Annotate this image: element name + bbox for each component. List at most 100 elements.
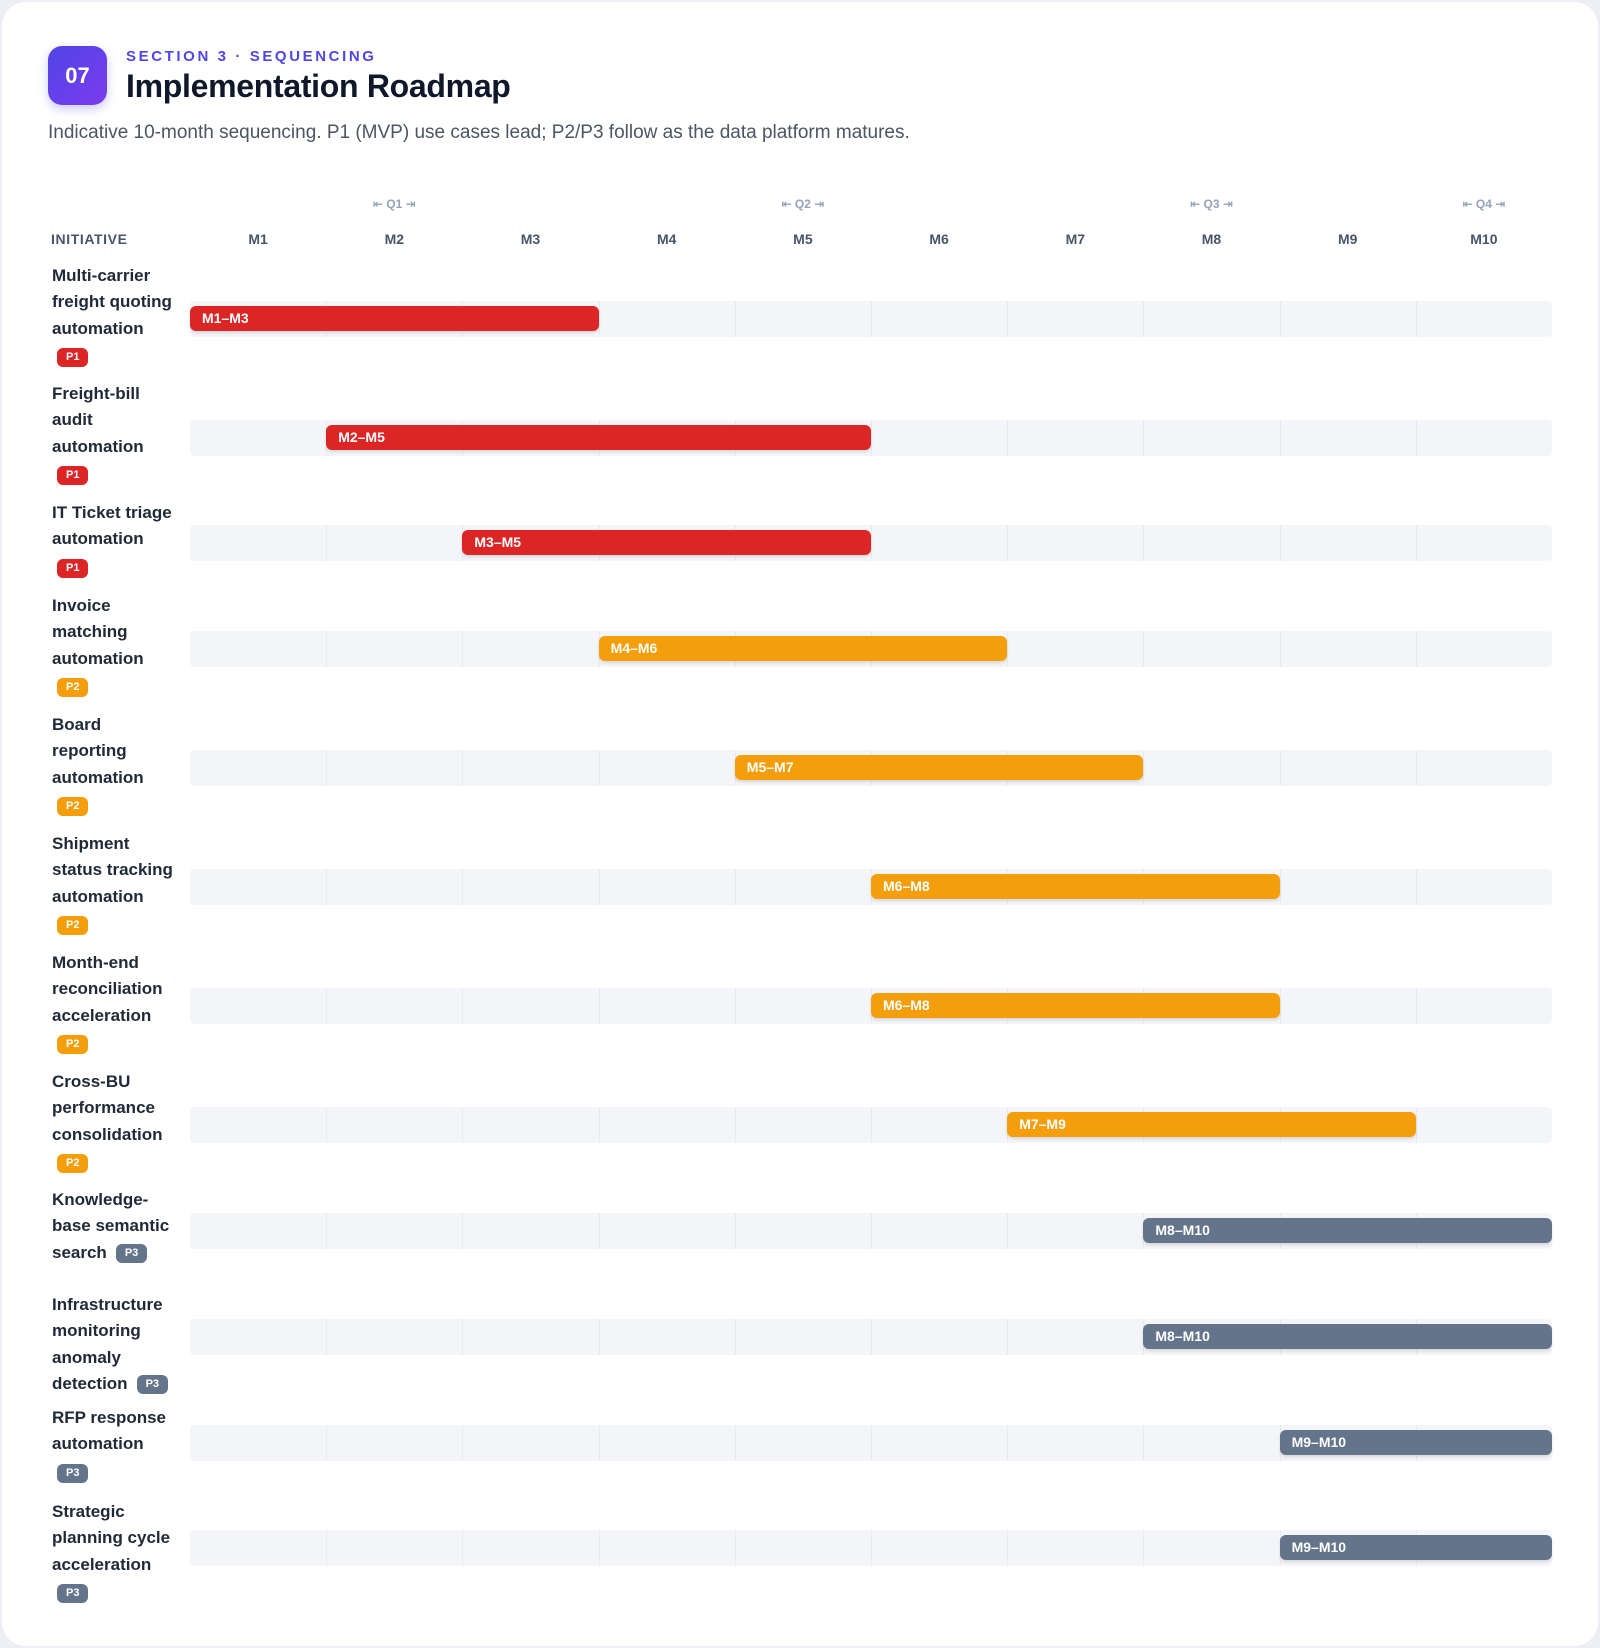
month-gridline: [871, 420, 872, 456]
month-gridline: [871, 1530, 872, 1566]
month-gridline: [326, 1530, 328, 1566]
quarter-label-q1: ⇤ Q1 ⇥: [372, 197, 416, 211]
month-gridline: [326, 750, 328, 786]
month-gridline: [1007, 1425, 1009, 1461]
month-gridline: [871, 1107, 872, 1143]
month-gridline: [871, 1425, 872, 1461]
month-gridline: [462, 1530, 464, 1566]
month-gridline: [326, 869, 328, 905]
quarter-label-q2: ⇤ Q2 ⇥: [781, 197, 825, 211]
priority-badge: P1: [57, 558, 89, 578]
priority-badge: P2: [57, 678, 89, 698]
month-gridline: [1007, 1530, 1009, 1566]
month-gridline: [462, 869, 464, 905]
month-gridline: [1279, 525, 1281, 561]
month-gridline: [326, 1425, 328, 1461]
month-label-m4: M4: [656, 231, 677, 247]
timeline-bar: M9–M10: [1279, 1535, 1552, 1560]
month-gridline: [1143, 750, 1145, 786]
month-gridline: [871, 1213, 872, 1249]
month-gridline: [1143, 1530, 1145, 1566]
month-label-m7: M7: [1065, 231, 1086, 247]
month-gridline: [326, 1213, 328, 1249]
month-gridline: [462, 1425, 464, 1461]
month-gridline: [1415, 631, 1417, 667]
quarter-label-q3: ⇤ Q3 ⇥: [1190, 197, 1233, 211]
month-label-m2: M2: [384, 231, 405, 247]
month-gridline: [871, 525, 872, 561]
month-gridline: [326, 988, 328, 1024]
month-gridline: [1143, 420, 1145, 456]
month-gridline: [1007, 631, 1009, 667]
row-label: IT Ticket triage automation P1: [52, 500, 182, 579]
timeline-bar: M8–M10: [1143, 1324, 1552, 1349]
month-gridline: [734, 1213, 736, 1249]
month-gridline: [1143, 301, 1145, 337]
month-gridline: [462, 1107, 464, 1143]
row-label: Knowledge-base semantic search P3: [52, 1187, 182, 1266]
month-gridline: [1279, 631, 1281, 667]
priority-badge: P3: [57, 1463, 89, 1483]
row-label: Invoice matching automation P2: [52, 593, 182, 699]
month-gridline: [871, 1319, 872, 1355]
row-label: RFP response automation P3: [52, 1405, 182, 1484]
month-gridline: [1279, 988, 1281, 1024]
timeline-bar: M2–M5: [326, 425, 871, 450]
month-gridline: [598, 1213, 600, 1249]
month-gridline: [1415, 869, 1417, 905]
row-label: Infrastructure monitoring anomaly detection…: [52, 1292, 182, 1398]
initiative-name: Invoice matching automation: [52, 596, 144, 668]
initiative-name: Shipment status tracking automation: [52, 834, 173, 906]
section-number-badge: 07: [48, 46, 107, 105]
month-gridline: [598, 750, 600, 786]
quarter-label-q4: ⇤ Q4 ⇥: [1462, 197, 1506, 211]
month-gridline: [1415, 750, 1417, 786]
month-gridline: [598, 988, 600, 1024]
priority-badge: P2: [57, 797, 89, 817]
section-eyebrow: SECTION 3 · SEQUENCING: [126, 48, 377, 65]
month-label-m1: M1: [248, 231, 268, 247]
row-label: Strategic planning cycle acceleration P3: [52, 1499, 182, 1605]
month-gridline: [1415, 301, 1417, 337]
timeline-bar: M5–M7: [734, 755, 1144, 780]
month-gridline: [462, 988, 464, 1024]
month-gridline: [734, 869, 736, 905]
timeline-bar: M3–M5: [462, 530, 871, 555]
priority-badge: P2: [57, 916, 89, 936]
month-label-m10: M10: [1470, 231, 1498, 247]
month-gridline: [1279, 869, 1281, 905]
month-gridline: [734, 1107, 736, 1143]
month-label-m5: M5: [793, 231, 813, 247]
month-gridline: [1007, 301, 1009, 337]
month-gridline: [1007, 525, 1009, 561]
month-gridline: [326, 525, 328, 561]
timeline-bar: M4–M6: [598, 636, 1008, 661]
initiative-name: Month-end reconciliation acceleration: [52, 953, 163, 1025]
initiative-name: IT Ticket triage automation: [52, 503, 172, 549]
row-label: Shipment status tracking automation P2: [52, 831, 182, 937]
month-gridline: [1007, 1319, 1009, 1355]
month-label-m6: M6: [929, 231, 949, 247]
initiative-name: RFP response automation: [52, 1408, 167, 1454]
initiative-name: Strategic planning cycle acceleration: [52, 1502, 171, 1574]
month-gridline: [598, 301, 600, 337]
priority-badge: P3: [57, 1584, 89, 1604]
month-gridline: [598, 1107, 600, 1143]
priority-badge: P1: [57, 466, 89, 486]
initiative-name: Multi-carrier freight quoting automation: [52, 266, 172, 338]
timeline-bar: M1–M3: [190, 306, 599, 331]
initiative-name: Board reporting automation: [52, 715, 144, 787]
month-gridline: [734, 1425, 736, 1461]
initiative-name: Knowledge-base semantic search: [52, 1190, 170, 1262]
month-gridline: [1415, 525, 1417, 561]
row-label: Freight-bill audit automation P1: [52, 381, 182, 487]
month-label-m3: M3: [520, 231, 541, 247]
row-label: Month-end reconciliation acceleration P2: [52, 950, 182, 1056]
month-label-m9: M9: [1337, 231, 1358, 247]
month-gridline: [462, 1213, 464, 1249]
timeline-bar: M9–M10: [1279, 1430, 1552, 1455]
month-gridline: [598, 1530, 600, 1566]
page-subtitle: Indicative 10-month sequencing. P1 (MVP)…: [48, 122, 910, 143]
timeline-bar: M7–M9: [1007, 1112, 1416, 1137]
month-gridline: [1279, 750, 1281, 786]
